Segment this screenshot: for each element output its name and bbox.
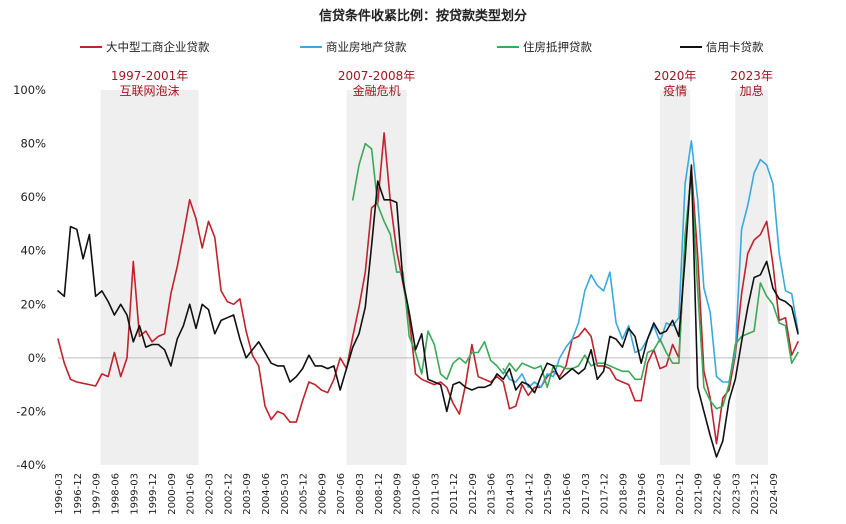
- x-tick-label: 2014-12: [524, 473, 535, 515]
- period-annotation-1: 金融危机: [353, 83, 401, 98]
- x-tick-label: 2020-03: [656, 473, 667, 515]
- period-annotation-3: 加息: [740, 83, 764, 98]
- x-tick-label: 2009-09: [393, 473, 404, 515]
- x-tick-label: 2005-03: [280, 473, 291, 515]
- x-tick-label: 2002-12: [223, 473, 234, 515]
- series-line-3: [57, 164, 799, 458]
- series-lines: [57, 132, 799, 458]
- series-line-2: [352, 142, 799, 410]
- y-tick-label: 60%: [20, 190, 46, 204]
- x-tick-label: 2008-03: [355, 473, 366, 515]
- legend-label-1: 商业房地产贷款: [326, 40, 407, 54]
- y-tick-label: 100%: [13, 83, 46, 97]
- x-tick-label: 2013-06: [487, 473, 498, 515]
- x-tick-label: 2000-09: [167, 473, 178, 515]
- y-tick-label: -20%: [16, 404, 46, 418]
- shaded-periods: [100, 90, 768, 465]
- x-tick-label: 2020-12: [675, 473, 686, 515]
- legend-label-3: 信用卡贷款: [706, 40, 764, 54]
- x-tick-label: 1997-09: [92, 473, 103, 515]
- x-axis: 1996-03 1996-12 1997-09 1998-06 1999-03 1999-…: [54, 473, 780, 515]
- x-tick-label: 2018-09: [618, 473, 629, 515]
- period-annotation-2: 2020年: [654, 69, 697, 83]
- x-tick-label: 1998-06: [110, 473, 121, 515]
- x-tick-label: 2006-09: [317, 473, 328, 515]
- x-tick-label: 2024-09: [769, 473, 780, 515]
- x-tick-label: 2010-06: [411, 473, 422, 515]
- y-tick-label: 40%: [20, 244, 46, 258]
- x-tick-label: 2007-06: [336, 473, 347, 515]
- period-annotation-2: 疫情: [663, 83, 687, 98]
- y-tick-label: 0%: [28, 351, 46, 365]
- period-annotation-1: 2007-2008年: [338, 69, 415, 83]
- y-tick-label: 20%: [20, 297, 46, 311]
- shaded-period-3: [735, 90, 768, 465]
- period-annotation-0: 互联网泡沫: [120, 84, 180, 98]
- y-axis: -40% -20% 0% 20% 40% 60% 80% 100%: [13, 83, 793, 472]
- x-tick-label: 2016-06: [562, 473, 573, 515]
- x-tick-label: 2005-12: [299, 473, 310, 515]
- legend-label-0: 大中型工商企业贷款: [106, 40, 210, 54]
- shaded-period-1: [346, 90, 407, 465]
- x-tick-label: 2022-06: [712, 473, 723, 515]
- x-tick-label: 2008-12: [374, 473, 385, 515]
- x-tick-label: 2023-12: [750, 473, 761, 515]
- x-tick-label: 2001-06: [186, 473, 197, 515]
- x-tick-label: 2017-03: [581, 473, 592, 515]
- chart-title: 信贷条件收紧比例：按贷款类型划分: [319, 8, 527, 24]
- x-tick-label: 1999-12: [148, 473, 159, 515]
- x-tick-label: 2023-03: [731, 473, 742, 515]
- x-tick-label: 2012-09: [468, 473, 479, 515]
- x-tick-label: 2015-09: [543, 473, 554, 515]
- x-tick-label: 2011-12: [449, 473, 460, 515]
- x-tick-label: 2011-03: [430, 473, 441, 515]
- series-line-0: [57, 132, 799, 445]
- y-tick-label: -40%: [16, 458, 46, 472]
- x-tick-label: 2002-03: [205, 473, 216, 515]
- shaded-period-2: [660, 90, 691, 465]
- period-annotation-3: 2023年: [730, 69, 773, 83]
- shaded-period-0: [100, 90, 199, 465]
- x-tick-label: 2003-09: [242, 473, 253, 515]
- x-tick-label: 2017-12: [600, 473, 611, 515]
- x-tick-label: 1996-03: [54, 473, 65, 515]
- legend: 大中型工商企业贷款 商业房地产贷款 住房抵押贷款 信用卡贷款: [80, 40, 764, 54]
- x-tick-label: 2014-03: [506, 473, 517, 515]
- x-tick-label: 2004-06: [261, 473, 272, 515]
- x-tick-label: 1999-03: [129, 473, 140, 515]
- period-annotation-0: 1997-2001年: [111, 69, 188, 83]
- y-tick-label: 80%: [20, 137, 46, 151]
- x-tick-label: 1996-12: [73, 473, 84, 515]
- x-tick-label: 2019-06: [637, 473, 648, 515]
- x-tick-label: 2021-09: [694, 473, 705, 515]
- legend-label-2: 住房抵押贷款: [523, 40, 592, 54]
